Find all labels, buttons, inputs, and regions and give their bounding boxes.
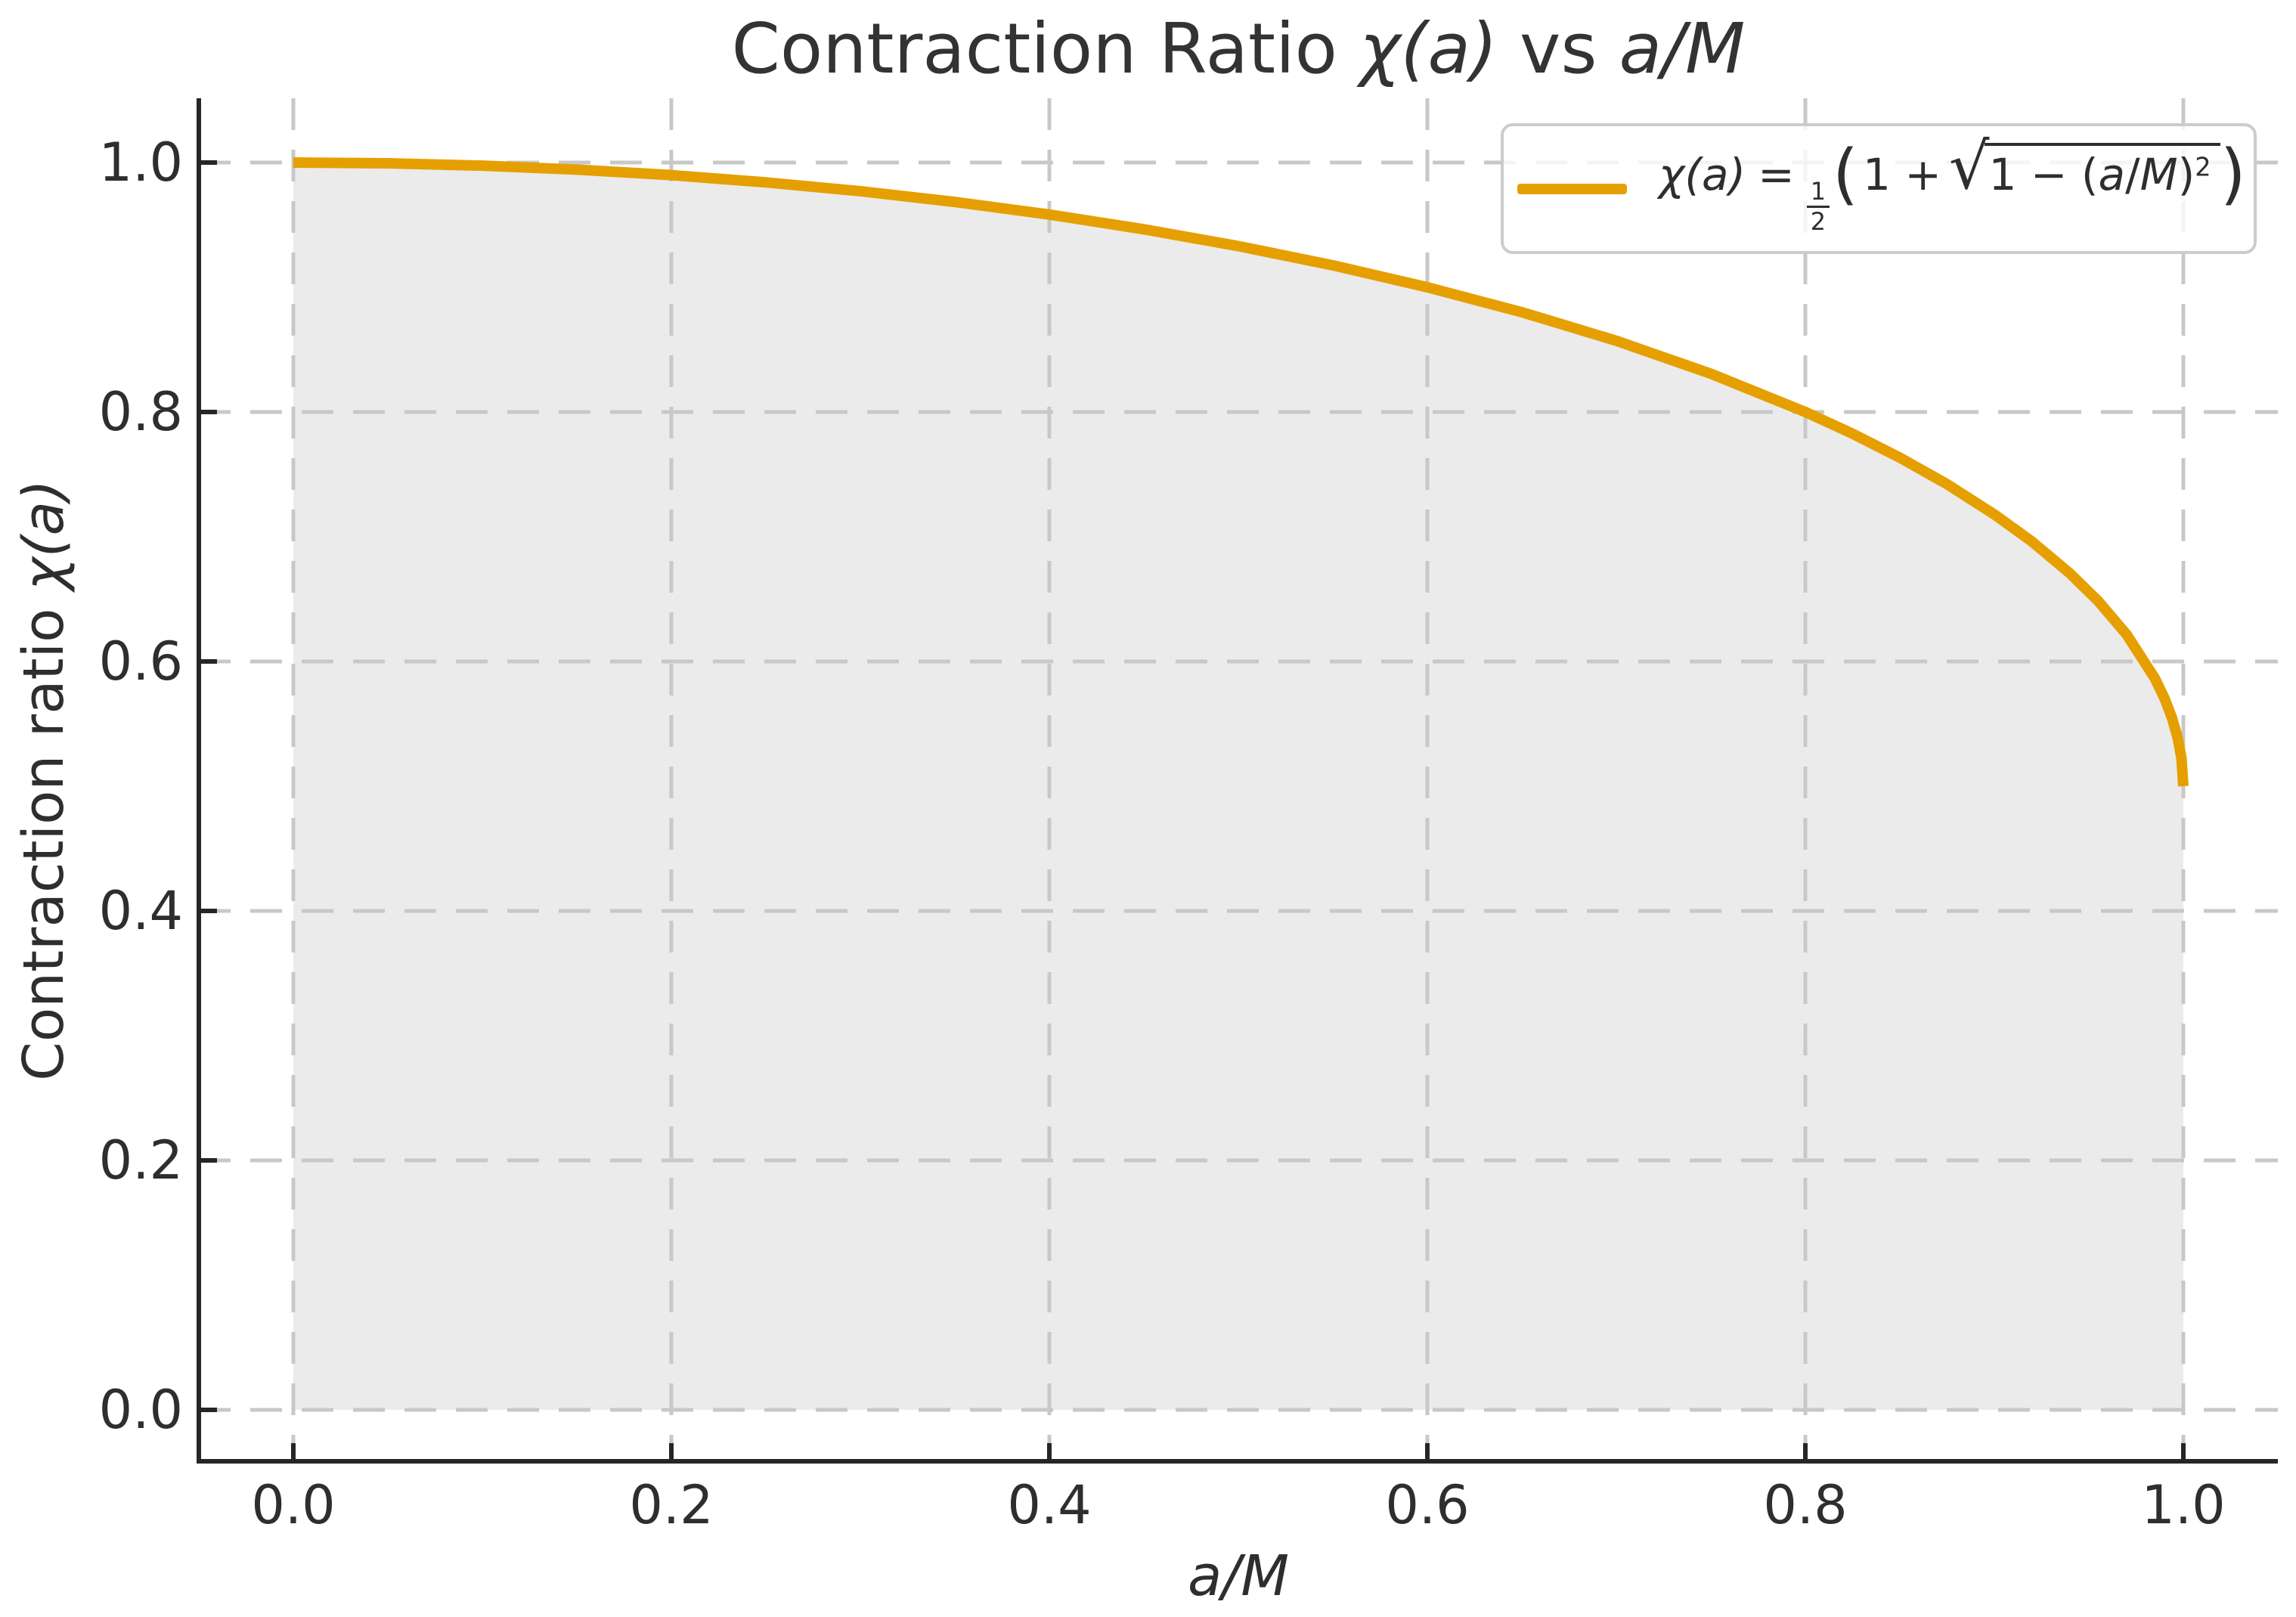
y-tick-label: 0.0 [98, 1379, 183, 1441]
chart-title-text: Contraction Ratio [731, 8, 1360, 89]
x-axis-label: a/M [1187, 1544, 1290, 1609]
radicand-M: M [2140, 148, 2178, 200]
x-tick-label: 1.0 [2141, 1474, 2226, 1536]
y-tick-label: 0.6 [98, 630, 183, 692]
legend-formula-lhs: χ(a) [1659, 148, 1746, 200]
radicand-a: a [2098, 148, 2126, 200]
legend-formula-one-plus: 1 + [1862, 148, 1941, 200]
legend-formula-sqrt: √1 − (a/M)2 [1949, 135, 2220, 200]
x-tick-label: 0.8 [1763, 1474, 1848, 1536]
fraction-denominator: 2 [1810, 206, 1827, 236]
y-axis-label: Contraction ratio χ(a) [11, 479, 76, 1081]
fill-area [293, 163, 2183, 1410]
radicand-exponent: 2 [2195, 152, 2211, 182]
y-tick-label: 0.2 [98, 1129, 183, 1191]
x-tick-label: 0.2 [629, 1474, 714, 1536]
legend: χ(a) = 1 2(1 + √1 − (a/M)2) [1501, 123, 2257, 254]
x-tick-label: 0.0 [251, 1474, 336, 1536]
y-tick-label: 0.8 [98, 381, 183, 443]
chart-title: Contraction Ratio χ(a) vs a/M [199, 9, 2278, 89]
curve-line [293, 157, 2189, 787]
fraction-numerator: 1 [1806, 178, 1830, 208]
chart-title-math-am: a/M [1619, 8, 1746, 89]
x-tick-label: 0.6 [1385, 1474, 1470, 1536]
radicand: 1 − (a/M)2 [1984, 142, 2220, 200]
y-tick-label: 1.0 [98, 132, 183, 194]
chart-title-vs: vs [1497, 8, 1619, 89]
y-axis-label-math: χ(a) [11, 479, 76, 591]
y-tick-label: 0.4 [98, 880, 183, 942]
legend-formula-eq: = [1758, 148, 1795, 200]
chart-title-math-chi: χ(a) [1359, 8, 1498, 89]
radicand-slash: / [2125, 148, 2140, 200]
radicand-text: 1 − ( [1988, 148, 2099, 200]
legend-line-sample [1517, 183, 1627, 194]
legend-formula: χ(a) = 1 2(1 + √1 − (a/M)2) [1659, 129, 2246, 236]
x-tick-label: 0.4 [1007, 1474, 1092, 1536]
radicand-close: ) [2177, 148, 2195, 200]
